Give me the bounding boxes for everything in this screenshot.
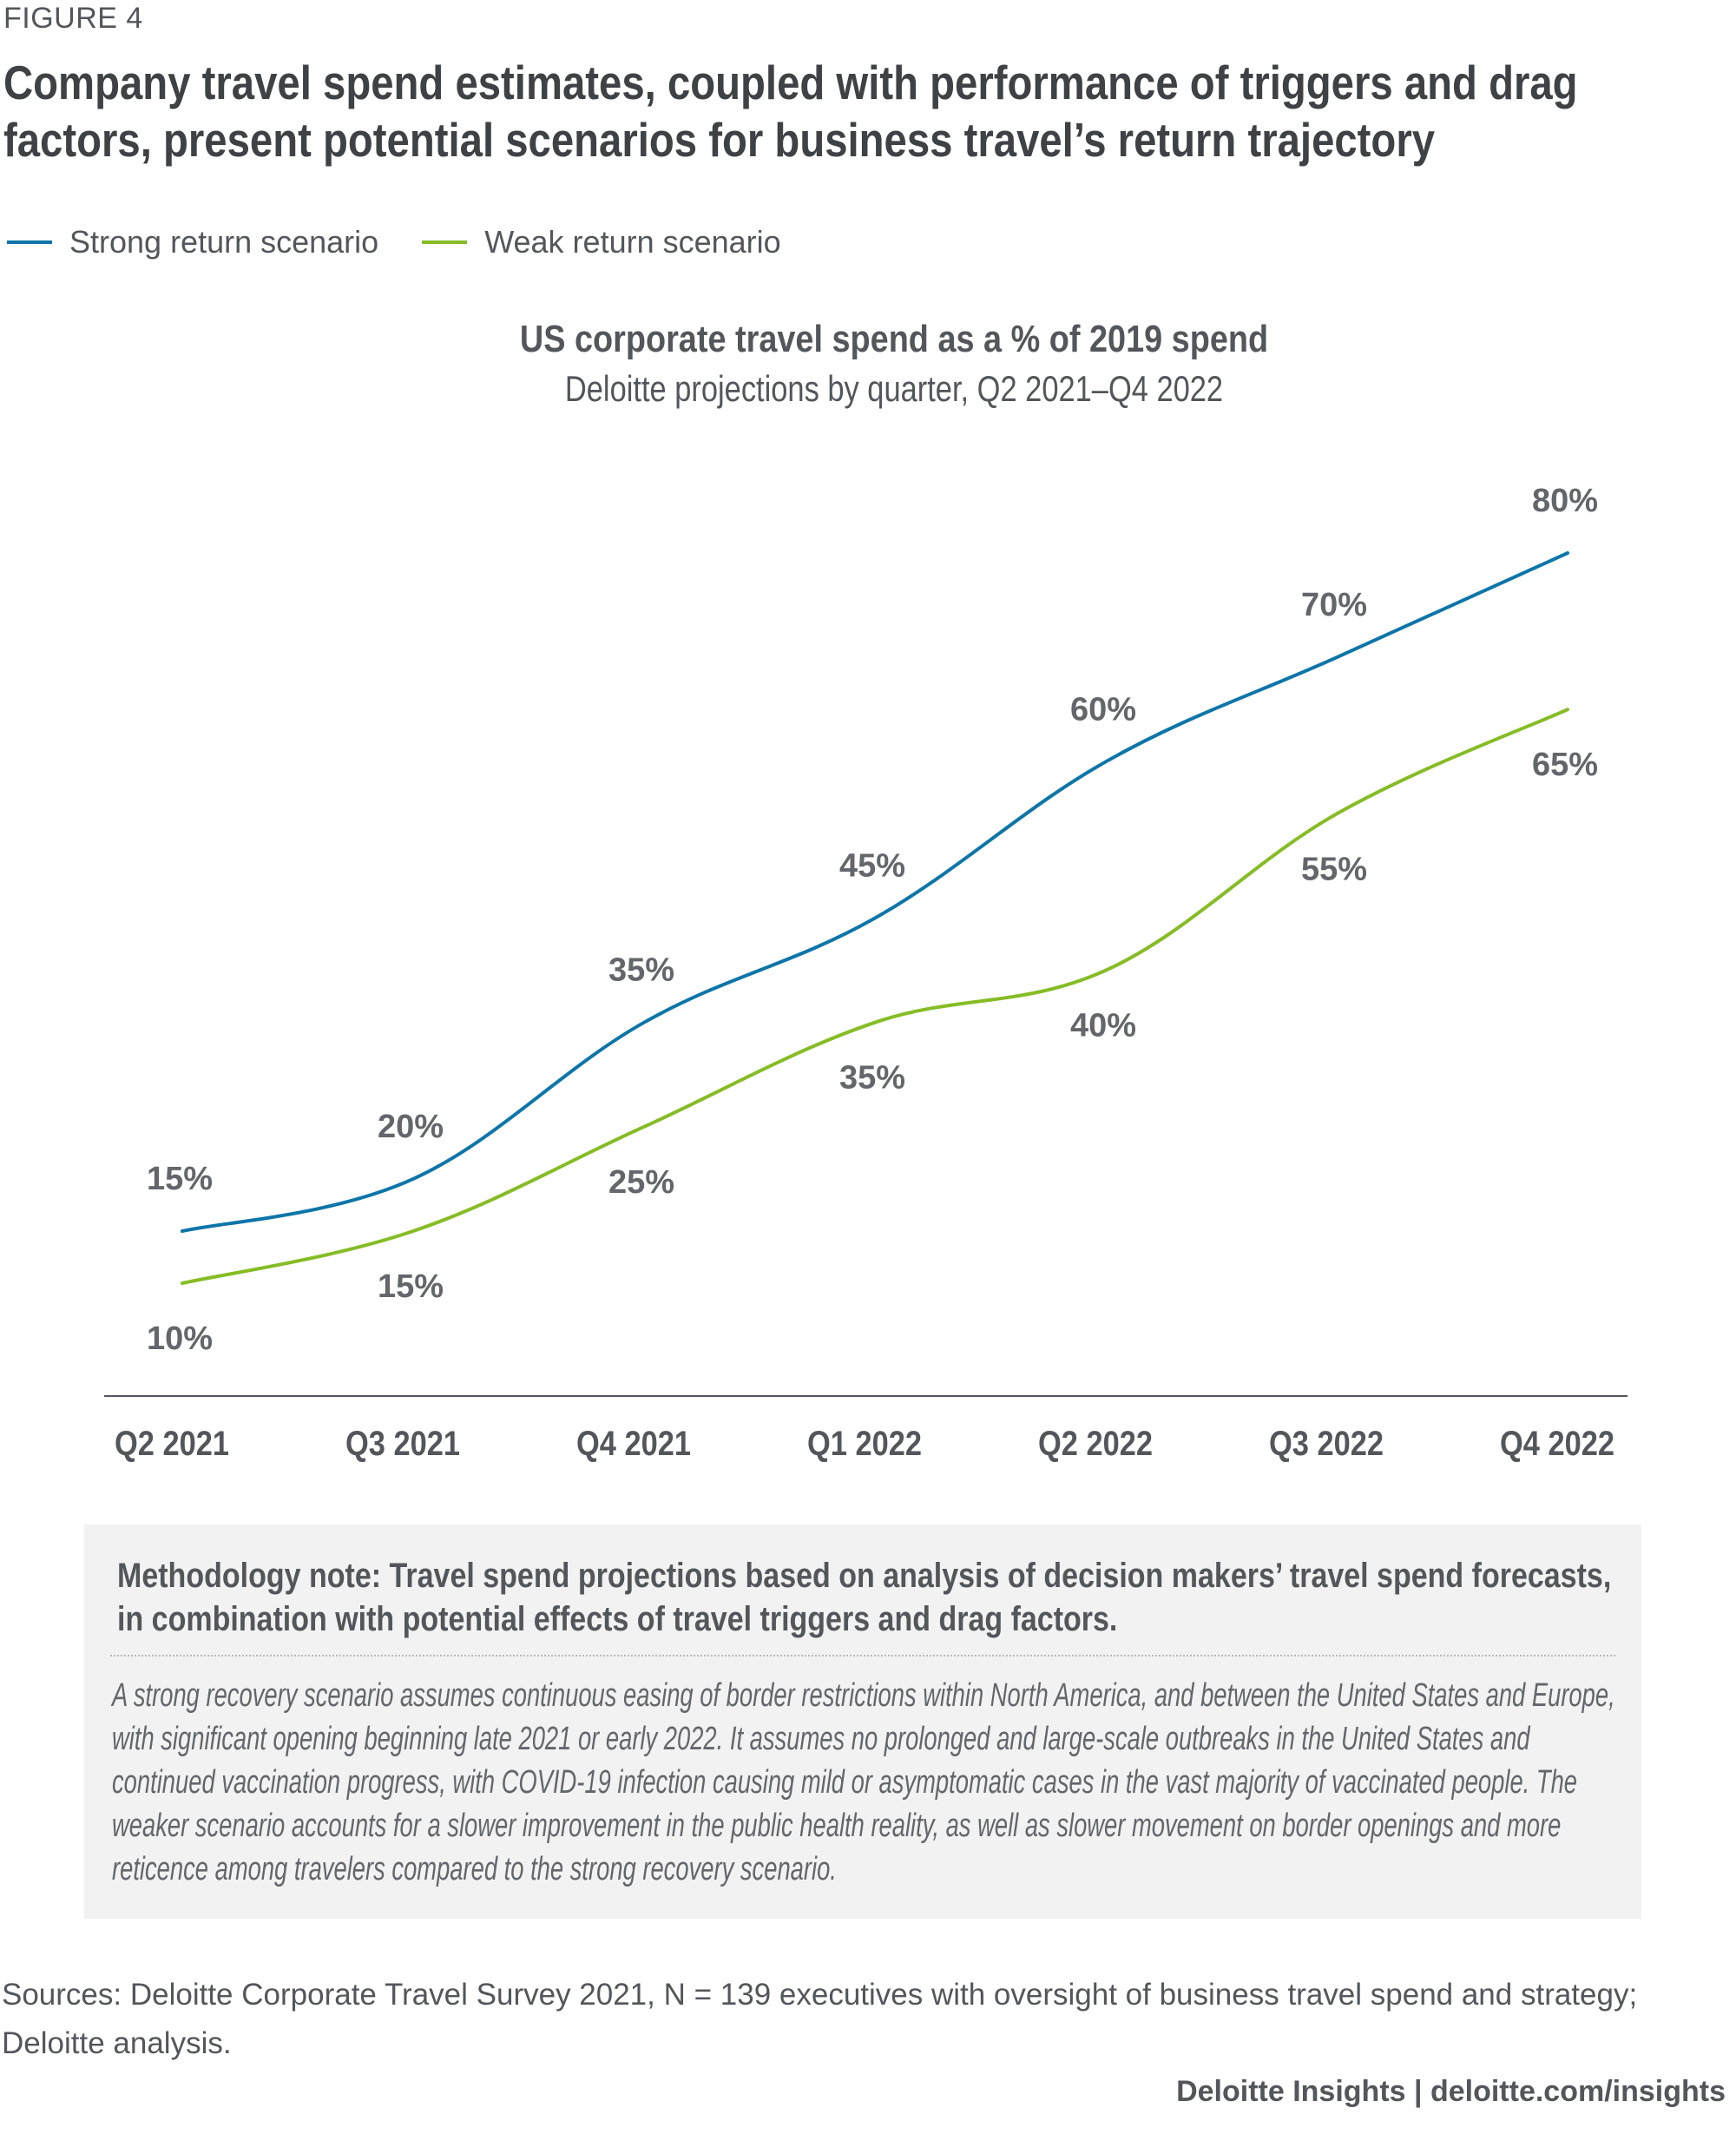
data-label-weak: 25% [608,1164,674,1201]
data-label-strong: 20% [378,1109,444,1145]
x-tick-label: Q2 2021 [115,1424,229,1463]
chart-title: US corporate travel spend as a % of 2019… [519,318,1269,360]
x-tick-label: Q4 2021 [576,1424,691,1463]
methodology-body-line: A strong recovery scenario assumes conti… [112,1677,1615,1714]
series-line-strong [181,551,1569,1233]
methodology-heading-line: Methodology note: Travel spend projectio… [117,1557,1612,1595]
data-label-weak: 10% [147,1321,213,1357]
data-label-strong: 15% [147,1161,213,1197]
methodology-body-line: with significant opening beginning late … [112,1721,1530,1757]
line-chart: Q2 2021 Q3 2021 Q4 2021 Q1 2022 Q2 2022 Q3 20… [104,483,1628,1463]
data-label-weak: 65% [1532,747,1598,783]
methodology-heading-line: in combination with potential effects of… [117,1600,1118,1638]
methodology-body-line: weaker scenario accounts for a slower im… [112,1808,1562,1844]
sources-line: Deloitte analysis. [2,2026,232,2060]
sources-line: Sources: Deloitte Corporate Travel Surve… [2,1978,1638,2012]
legend-label-weak: Weak return scenario [484,224,781,260]
figure-title-line-2: factors, present potential scenarios for… [3,113,1436,167]
footer-credit: Deloitte Insights | deloitte.com/insight… [1176,2075,1726,2108]
legend-swatch-weak [422,240,468,244]
legend-swatch-strong [7,240,52,244]
methodology-body: A strong recovery scenario assumes conti… [112,1674,1624,1891]
x-tick-label: Q1 2022 [807,1424,922,1463]
x-tick-label: Q4 2022 [1500,1424,1614,1463]
chart-legend: Strong return scenario Weak return scena… [7,224,825,260]
methodology-divider [110,1655,1615,1656]
methodology-body-line: reticence among travelers compared to th… [112,1851,837,1887]
data-label-weak: 35% [839,1060,905,1097]
chart-subtitle: Deloitte projections by quarter, Q2 2021… [564,368,1224,409]
figure-title-line-1: Company travel spend estimates, coupled … [3,56,1578,109]
figure-title: Company travel spend estimates, coupled … [3,54,1578,168]
data-label-strong: 80% [1532,483,1598,519]
sources-note: Sources: Deloitte Corporate Travel Surve… [2,1971,1729,2068]
x-tick-label: Q2 2022 [1038,1424,1153,1463]
data-label-weak: 40% [1070,1008,1136,1044]
data-label-weak: 55% [1301,851,1367,887]
data-label-strong: 70% [1301,587,1367,623]
legend-item-weak: Weak return scenario [422,224,781,260]
figure-label: FIGURE 4 [3,2,143,35]
legend-item-strong: Strong return scenario [7,224,378,260]
data-label-strong: 35% [608,952,674,989]
data-label-strong: 45% [839,848,905,885]
data-label-weak: 15% [378,1268,444,1305]
data-label-strong: 60% [1070,691,1136,728]
legend-label-strong: Strong return scenario [69,224,379,260]
methodology-body-line: continued vaccination progress, with COV… [112,1764,1578,1801]
x-tick-label: Q3 2021 [345,1424,460,1463]
series-line-weak [181,708,1569,1286]
methodology-heading: Methodology note: Travel spend projectio… [117,1554,1615,1641]
methodology-note: Methodology note: Travel spend projectio… [84,1525,1641,1919]
x-tick-label: Q3 2022 [1269,1424,1384,1463]
